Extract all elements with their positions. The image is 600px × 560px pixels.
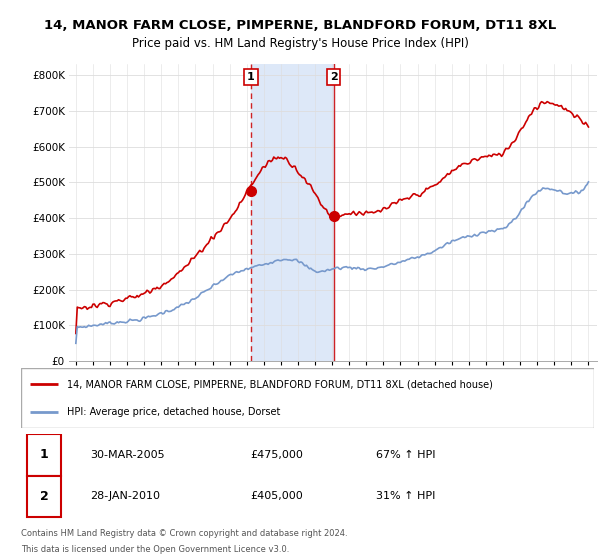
Text: 30-MAR-2005: 30-MAR-2005 [90, 450, 164, 460]
FancyBboxPatch shape [27, 434, 61, 475]
Text: 31% ↑ HPI: 31% ↑ HPI [376, 492, 436, 502]
Text: 1: 1 [247, 72, 255, 82]
Text: Contains HM Land Registry data © Crown copyright and database right 2024.: Contains HM Land Registry data © Crown c… [21, 529, 347, 538]
FancyBboxPatch shape [27, 475, 61, 517]
Bar [251, 64, 334, 361]
Text: 67% ↑ HPI: 67% ↑ HPI [376, 450, 436, 460]
Text: HPI: Average price, detached house, Dorset: HPI: Average price, detached house, Dors… [67, 407, 280, 417]
Text: 2: 2 [329, 72, 337, 82]
Text: Price paid vs. HM Land Registry's House Price Index (HPI): Price paid vs. HM Land Registry's House … [131, 37, 469, 50]
Text: 14, MANOR FARM CLOSE, PIMPERNE, BLANDFORD FORUM, DT11 8XL (detached house): 14, MANOR FARM CLOSE, PIMPERNE, BLANDFOR… [67, 379, 493, 389]
Text: This data is licensed under the Open Government Licence v3.0.: This data is licensed under the Open Gov… [21, 545, 289, 554]
Text: 14, MANOR FARM CLOSE, PIMPERNE, BLANDFORD FORUM, DT11 8XL: 14, MANOR FARM CLOSE, PIMPERNE, BLANDFOR… [44, 18, 556, 32]
Text: 2: 2 [40, 490, 48, 503]
Text: £405,000: £405,000 [250, 492, 303, 502]
Text: 28-JAN-2010: 28-JAN-2010 [90, 492, 160, 502]
Text: £475,000: £475,000 [250, 450, 303, 460]
Text: 1: 1 [40, 449, 48, 461]
